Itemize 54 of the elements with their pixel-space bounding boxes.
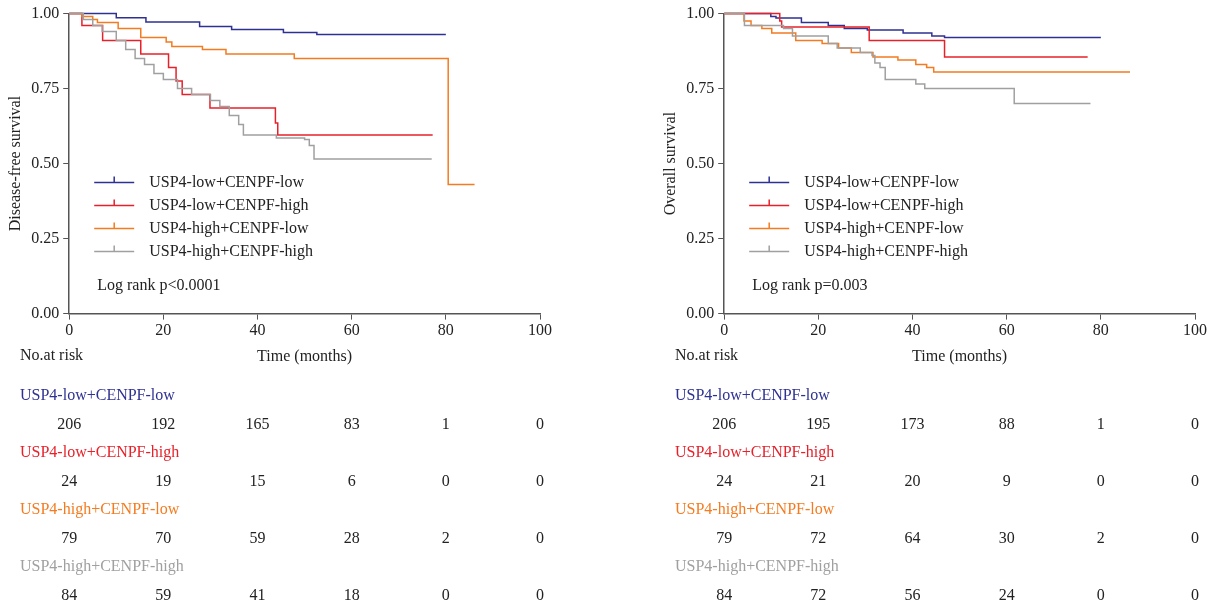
y-tick-label: 0.75	[686, 78, 715, 96]
x-tick-label: 40	[249, 321, 266, 339]
text: USP4-low+CENPF-low	[20, 386, 175, 403]
text: 79 70 59 28 2 0	[61, 529, 544, 546]
y-axis-title: Disease-free survival	[5, 95, 23, 232]
text: 206 195 173 88 1 0	[712, 415, 1199, 432]
y-tick-label: 1.00	[686, 3, 715, 21]
legend-label: USP4-high+CENPF-high	[149, 241, 313, 260]
text: USP4-high+CENPF-low	[20, 500, 180, 517]
x-tick-label: 0	[720, 321, 729, 339]
text: 84 72 56 24 0 0	[716, 586, 1199, 603]
text: 24 19 15 6 0 0	[61, 472, 544, 489]
y-tick-label: 0.25	[31, 228, 60, 246]
x-tick-label: 20	[810, 321, 827, 339]
text: USP4-high+CENPF-low	[675, 500, 835, 517]
y-tick-label: 0.75	[31, 78, 60, 96]
text: No.at risk	[675, 346, 739, 363]
x-tick-label: 60	[998, 321, 1015, 339]
legend-label: USP4-low+CENPF-high	[804, 195, 964, 214]
y-tick-label: 1.00	[31, 3, 60, 21]
text: USP4-high+CENPF-high	[20, 557, 184, 574]
x-axis-title: Time (months)	[257, 346, 353, 365]
legend-label: USP4-high+CENPF-low	[804, 218, 964, 237]
legend-label: USP4-low+CENPF-low	[804, 172, 960, 190]
text: USP4-low+CENPF-low	[675, 386, 830, 403]
text: 206 192 165 83 1 0	[57, 415, 544, 432]
y-tick-label: 0.00	[31, 303, 60, 321]
legend-label: USP4-low+CENPF-high	[149, 195, 309, 214]
x-tick-label: 60	[343, 321, 360, 339]
y-tick-label: 0.50	[31, 153, 60, 171]
legend-label: USP4-high+CENPF-low	[149, 218, 309, 237]
x-tick-label: 20	[155, 321, 172, 339]
x-tick-label: 40	[904, 321, 921, 339]
x-tick-label: 100	[1183, 321, 1207, 339]
x-tick-label: 100	[528, 321, 552, 339]
y-tick-label: 0.00	[686, 303, 715, 321]
text: 79 72 64 30 2 0	[716, 529, 1199, 546]
y-axis-title: Overall survival	[660, 111, 678, 216]
text: 24 21 20 9 0 0	[716, 472, 1199, 489]
annotation: Log rank p<0.0001	[97, 275, 221, 294]
text: 84 59 41 18 0 0	[61, 586, 544, 603]
text: USP4-high+CENPF-high	[675, 557, 839, 574]
x-tick-label: 80	[1092, 321, 1109, 339]
x-tick-label: 0	[65, 321, 74, 339]
text: USP4-low+CENPF-high	[675, 443, 835, 460]
text: No.at risk	[20, 346, 84, 363]
annotation: Log rank p=0.003	[752, 275, 868, 294]
x-axis-title: Time (months)	[912, 346, 1008, 365]
x-tick-label: 80	[437, 321, 454, 339]
legend-label: USP4-low+CENPF-low	[149, 172, 305, 190]
legend-label: USP4-high+CENPF-high	[804, 241, 968, 260]
y-tick-label: 0.50	[686, 153, 715, 171]
text: USP4-low+CENPF-high	[20, 443, 180, 460]
y-tick-label: 0.25	[686, 228, 715, 246]
